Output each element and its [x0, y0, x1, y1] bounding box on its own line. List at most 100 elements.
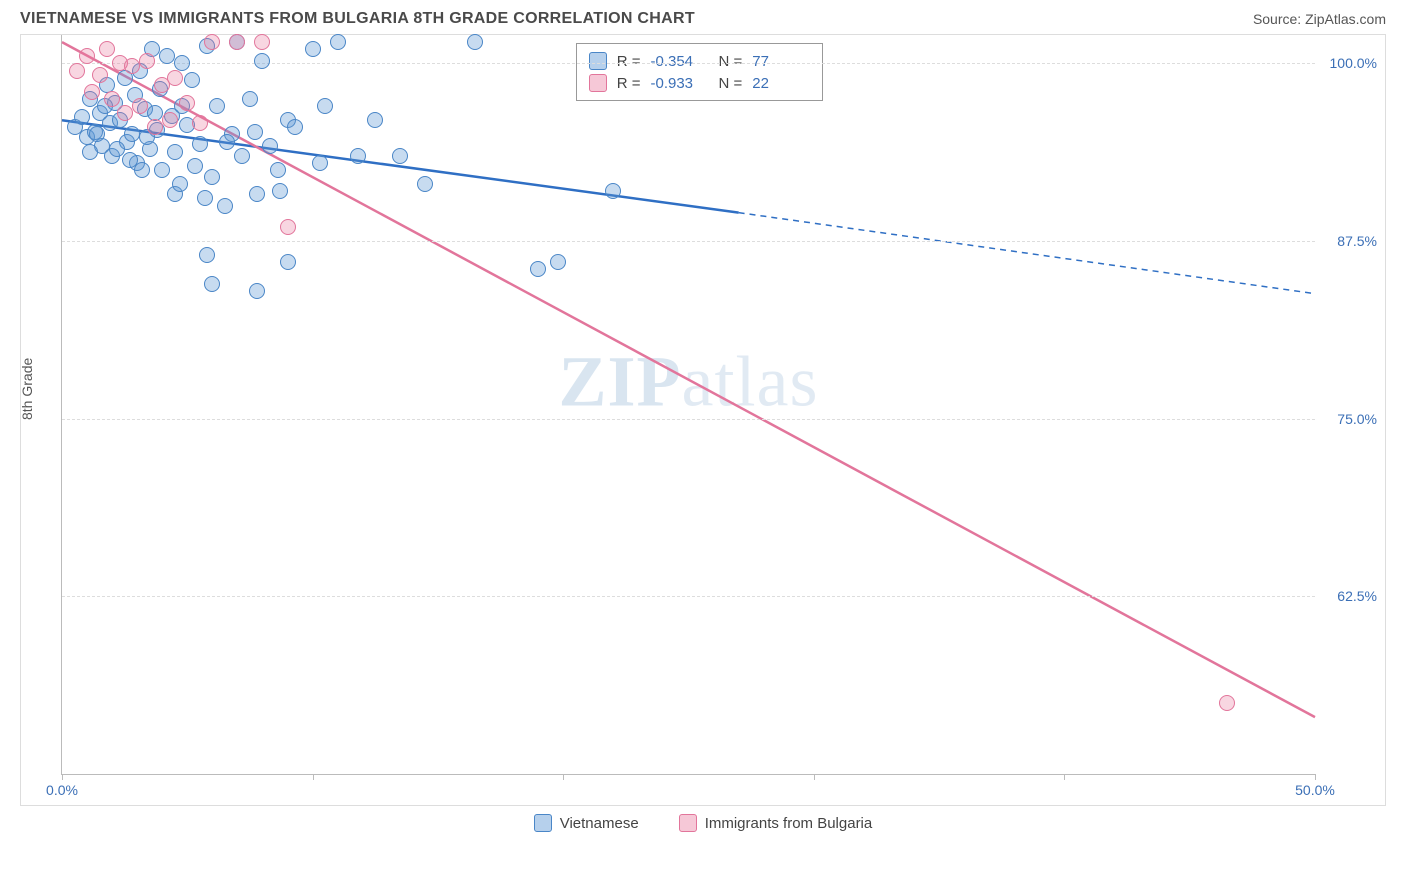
- scatter-marker: [187, 158, 203, 174]
- scatter-marker: [330, 34, 346, 50]
- scatter-marker: [167, 144, 183, 160]
- scatter-marker: [159, 48, 175, 64]
- chart-container: 8th Grade ZIPatlas R =-0.354N =77R =-0.9…: [20, 34, 1386, 806]
- scatter-marker: [172, 176, 188, 192]
- scatter-marker: [204, 34, 220, 50]
- scatter-marker: [82, 144, 98, 160]
- scatter-marker: [305, 41, 321, 57]
- trend-line-extrapolated: [739, 213, 1315, 294]
- scatter-marker: [317, 98, 333, 114]
- bottom-legend: Vietnamese Immigrants from Bulgaria: [0, 806, 1406, 836]
- scatter-marker: [262, 138, 278, 154]
- legend-label: Immigrants from Bulgaria: [705, 815, 873, 832]
- scatter-marker: [139, 53, 155, 69]
- scatter-marker: [249, 186, 265, 202]
- stats-legend-row: R = -0.933 N = 22: [589, 72, 811, 94]
- stats-legend-row: R =-0.354N =77: [589, 50, 811, 72]
- x-tick-label: 50.0%: [1295, 782, 1335, 798]
- scatter-marker: [197, 190, 213, 206]
- scatter-marker: [74, 109, 90, 125]
- scatter-marker: [104, 91, 120, 107]
- scatter-marker: [84, 84, 100, 100]
- scatter-marker: [242, 91, 258, 107]
- scatter-marker: [530, 261, 546, 277]
- gridline-h: [62, 241, 1315, 242]
- scatter-marker: [367, 112, 383, 128]
- y-tick-label: 75.0%: [1337, 411, 1377, 427]
- legend-swatch: [534, 814, 552, 832]
- watermark-rest: atlas: [682, 342, 819, 422]
- legend-swatch: [589, 52, 607, 70]
- scatter-marker: [467, 34, 483, 50]
- n-value: 22: [752, 75, 810, 92]
- scatter-marker: [1219, 695, 1235, 711]
- x-tick-mark: [62, 774, 63, 780]
- scatter-marker: [184, 72, 200, 88]
- scatter-marker: [199, 247, 215, 263]
- gridline-h: [62, 63, 1315, 64]
- scatter-marker: [350, 148, 366, 164]
- scatter-marker: [392, 148, 408, 164]
- plot-area: ZIPatlas R =-0.354N =77R =-0.933N =22 62…: [61, 35, 1315, 775]
- scatter-marker: [179, 95, 195, 111]
- scatter-marker: [204, 169, 220, 185]
- x-tick-mark: [1315, 774, 1316, 780]
- legend-swatch: [679, 814, 697, 832]
- scatter-marker: [254, 34, 270, 50]
- scatter-marker: [417, 176, 433, 192]
- scatter-marker: [134, 162, 150, 178]
- watermark-bold: ZIP: [559, 342, 682, 422]
- scatter-marker: [247, 124, 263, 140]
- scatter-marker: [219, 134, 235, 150]
- scatter-marker: [167, 70, 183, 86]
- scatter-marker: [147, 119, 163, 135]
- trend-lines-svg: [62, 35, 1315, 774]
- scatter-marker: [254, 53, 270, 69]
- gridline-h: [62, 596, 1315, 597]
- scatter-marker: [280, 219, 296, 235]
- scatter-marker: [217, 198, 233, 214]
- scatter-marker: [154, 162, 170, 178]
- scatter-marker: [132, 98, 148, 114]
- y-tick-label: 100.0%: [1330, 55, 1377, 71]
- gridline-h: [62, 419, 1315, 420]
- scatter-marker: [209, 98, 225, 114]
- scatter-marker: [312, 155, 328, 171]
- r-label: R =: [617, 53, 641, 70]
- scatter-marker: [270, 162, 286, 178]
- n-label: N =: [718, 53, 742, 70]
- n-label: N =: [718, 75, 742, 92]
- x-tick-mark: [313, 774, 314, 780]
- r-value: -0.354: [650, 53, 708, 70]
- chart-header: VIETNAMESE VS IMMIGRANTS FROM BULGARIA 8…: [0, 0, 1406, 34]
- r-label: R =: [617, 75, 641, 92]
- scatter-marker: [234, 148, 250, 164]
- chart-title: VIETNAMESE VS IMMIGRANTS FROM BULGARIA 8…: [20, 10, 695, 28]
- scatter-marker: [192, 115, 208, 131]
- scatter-marker: [272, 183, 288, 199]
- legend-item: Immigrants from Bulgaria: [679, 814, 873, 832]
- x-tick-label: 0.0%: [46, 782, 78, 798]
- scatter-marker: [287, 119, 303, 135]
- watermark: ZIPatlas: [559, 341, 819, 424]
- x-tick-mark: [563, 774, 564, 780]
- scatter-marker: [204, 276, 220, 292]
- y-tick-label: 62.5%: [1337, 588, 1377, 604]
- scatter-marker: [280, 254, 296, 270]
- stats-legend-box: R =-0.354N =77R =-0.933N =22: [576, 43, 824, 101]
- scatter-marker: [249, 283, 265, 299]
- legend-label: Vietnamese: [560, 815, 639, 832]
- scatter-marker: [79, 48, 95, 64]
- scatter-marker: [605, 183, 621, 199]
- y-axis-label: 8th Grade: [19, 358, 35, 420]
- scatter-marker: [192, 136, 208, 152]
- x-tick-mark: [1064, 774, 1065, 780]
- scatter-marker: [122, 152, 138, 168]
- legend-item: Vietnamese: [534, 814, 639, 832]
- trend-line: [62, 42, 1315, 717]
- r-value: -0.933: [650, 75, 708, 92]
- scatter-marker: [124, 126, 140, 142]
- chart-source: Source: ZipAtlas.com: [1253, 11, 1386, 27]
- y-tick-label: 87.5%: [1337, 233, 1377, 249]
- scatter-marker: [162, 112, 178, 128]
